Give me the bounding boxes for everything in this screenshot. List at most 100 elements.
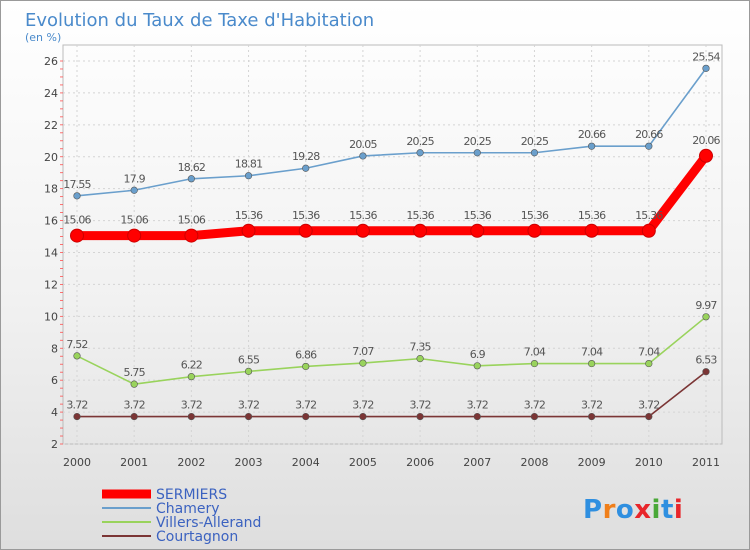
data-point [702, 313, 710, 321]
logo-letter: r [603, 495, 616, 525]
data-point [359, 152, 367, 160]
data-label: 20.66 [635, 128, 663, 141]
data-point [184, 228, 199, 243]
y-tick-label: 26 [44, 55, 58, 68]
x-tick-label: 2007 [463, 456, 491, 469]
series-line [76, 370, 707, 418]
data-point [73, 412, 81, 421]
y-tick-label: 10 [44, 310, 58, 323]
data-point [244, 412, 253, 421]
logo-text: Proxiti [583, 495, 683, 525]
logo-letter: x [634, 495, 651, 525]
x-tick-label: 2005 [349, 456, 377, 469]
grid [62, 44, 723, 445]
data-point [530, 412, 539, 421]
data-point [241, 223, 256, 238]
y-tick-label: 14 [44, 247, 58, 260]
data-point [416, 355, 424, 363]
legend-label: SERMIERS [156, 487, 227, 503]
data-label: 15.36 [578, 209, 606, 222]
y-tick-label: 24 [44, 87, 58, 100]
data-point [355, 223, 370, 238]
data-point [413, 223, 428, 238]
data-point [302, 164, 310, 172]
data-label: 6.9 [470, 348, 486, 361]
data-label: 15.36 [406, 209, 434, 222]
data-label: 15.36 [349, 209, 377, 222]
legend: SERMIERSChameryVillers-AllerandCourtagno… [102, 487, 261, 545]
data-label: 20.66 [578, 128, 606, 141]
series-line [76, 316, 707, 385]
legend-label: Chamery [156, 501, 220, 517]
series-villers-allerand: 7.52 5.75 6.22 6.55 6.86 7.07 7.35 6.9 7.04 7.04 7… [66, 299, 718, 388]
data-point [645, 412, 653, 421]
legend-label: Villers-Allerand [156, 515, 261, 531]
data-label: 15.36 [635, 209, 663, 222]
data-point [588, 412, 596, 421]
data-point [645, 142, 653, 150]
data-point [127, 228, 142, 243]
x-tick-label: 2008 [520, 456, 548, 469]
data-label: 3.72 [238, 399, 259, 412]
x-tick-label: 2004 [292, 456, 320, 469]
data-label: 6.55 [238, 353, 260, 366]
data-label: 6.22 [181, 359, 202, 372]
logo-letter: P [583, 495, 603, 525]
series-sermiers: 15.06 15.06 15.06 15.36 15.36 15.36 15.36 15.36… [63, 134, 721, 243]
data-label: 25.54 [692, 50, 720, 63]
data-label: 18.81 [235, 158, 263, 171]
data-label: 3.72 [581, 399, 602, 412]
data-label: 15.36 [521, 209, 549, 222]
data-point [527, 223, 542, 238]
series-line [76, 67, 707, 197]
y-tick-label: 4 [51, 406, 58, 419]
data-label: 19.28 [292, 150, 320, 163]
x-tick-label: 2002 [177, 456, 205, 469]
data-label: 9.97 [695, 299, 717, 312]
data-point [416, 149, 424, 157]
data-label: 15.36 [235, 209, 263, 222]
data-label: 20.25 [406, 135, 434, 148]
data-point [470, 223, 485, 238]
data-point [473, 412, 481, 421]
logo-letter: o [616, 495, 634, 525]
data-point [530, 149, 539, 157]
data-point [73, 352, 81, 360]
data-label: 7.04 [524, 346, 546, 359]
data-point [130, 380, 138, 388]
logo-letter: i [674, 495, 683, 525]
x-tick-label: 2006 [406, 456, 434, 469]
data-point [244, 367, 253, 375]
logo-letter: t [661, 495, 674, 525]
legend-item-chamery: Chamery [102, 501, 220, 517]
x-tick-label: 2001 [120, 456, 148, 469]
data-label: 3.72 [467, 399, 488, 412]
data-label: 3.72 [66, 399, 87, 412]
series-line [72, 151, 711, 241]
logo-letter: i [652, 495, 661, 525]
data-point [588, 142, 596, 150]
data-point [302, 412, 310, 421]
x-tick-label: 2009 [578, 456, 606, 469]
data-point [702, 64, 710, 72]
legend-item-courtagnon: Courtagnon [102, 529, 238, 545]
data-point [473, 149, 481, 157]
legend-item-sermiers: SERMIERS [102, 487, 227, 503]
series-chamery: 17.55 17.9 18.62 18.81 19.28 20.05 20.25 20.25 2… [63, 50, 721, 200]
data-point [302, 362, 310, 371]
data-point [588, 359, 596, 368]
data-label: 7.52 [66, 338, 87, 351]
data-point [699, 148, 713, 163]
y-tick-label: 20 [44, 151, 58, 164]
y-tick-label: 8 [51, 342, 58, 355]
series-layer: 3.72 3.72 3.72 3.72 3.72 3.72 3.72 3.72 3.72 3.72… [63, 50, 721, 421]
y-tick-label: 2 [51, 438, 58, 451]
data-point [584, 223, 599, 238]
x-tick-label: 2003 [235, 456, 263, 469]
data-label: 17.55 [63, 178, 91, 191]
data-label: 15.06 [63, 214, 91, 227]
data-point [187, 373, 195, 381]
data-label: 3.72 [352, 399, 373, 412]
data-label: 15.06 [178, 214, 206, 227]
